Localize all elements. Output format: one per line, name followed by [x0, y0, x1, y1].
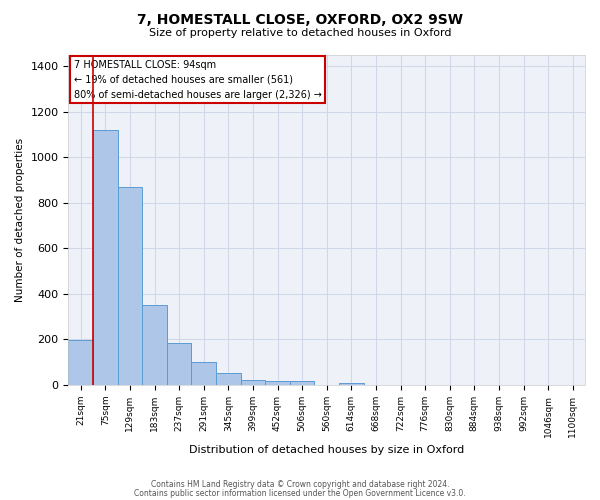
Y-axis label: Number of detached properties: Number of detached properties [15, 138, 25, 302]
Bar [167, 342, 191, 385]
Bar [290, 382, 314, 385]
Bar [118, 187, 142, 385]
Bar [93, 130, 118, 385]
Text: Contains public sector information licensed under the Open Government Licence v3: Contains public sector information licen… [134, 488, 466, 498]
Bar [339, 382, 364, 385]
Bar [191, 362, 216, 385]
Text: Size of property relative to detached houses in Oxford: Size of property relative to detached ho… [149, 28, 451, 38]
X-axis label: Distribution of detached houses by size in Oxford: Distribution of detached houses by size … [189, 445, 464, 455]
Bar [216, 374, 241, 385]
Bar [265, 382, 290, 385]
Bar [142, 305, 167, 385]
Text: Contains HM Land Registry data © Crown copyright and database right 2024.: Contains HM Land Registry data © Crown c… [151, 480, 449, 489]
Text: 7 HOMESTALL CLOSE: 94sqm
← 19% of detached houses are smaller (561)
80% of semi-: 7 HOMESTALL CLOSE: 94sqm ← 19% of detach… [74, 60, 322, 100]
Text: 7, HOMESTALL CLOSE, OXFORD, OX2 9SW: 7, HOMESTALL CLOSE, OXFORD, OX2 9SW [137, 12, 463, 26]
Bar [241, 380, 265, 385]
Bar [68, 340, 93, 385]
